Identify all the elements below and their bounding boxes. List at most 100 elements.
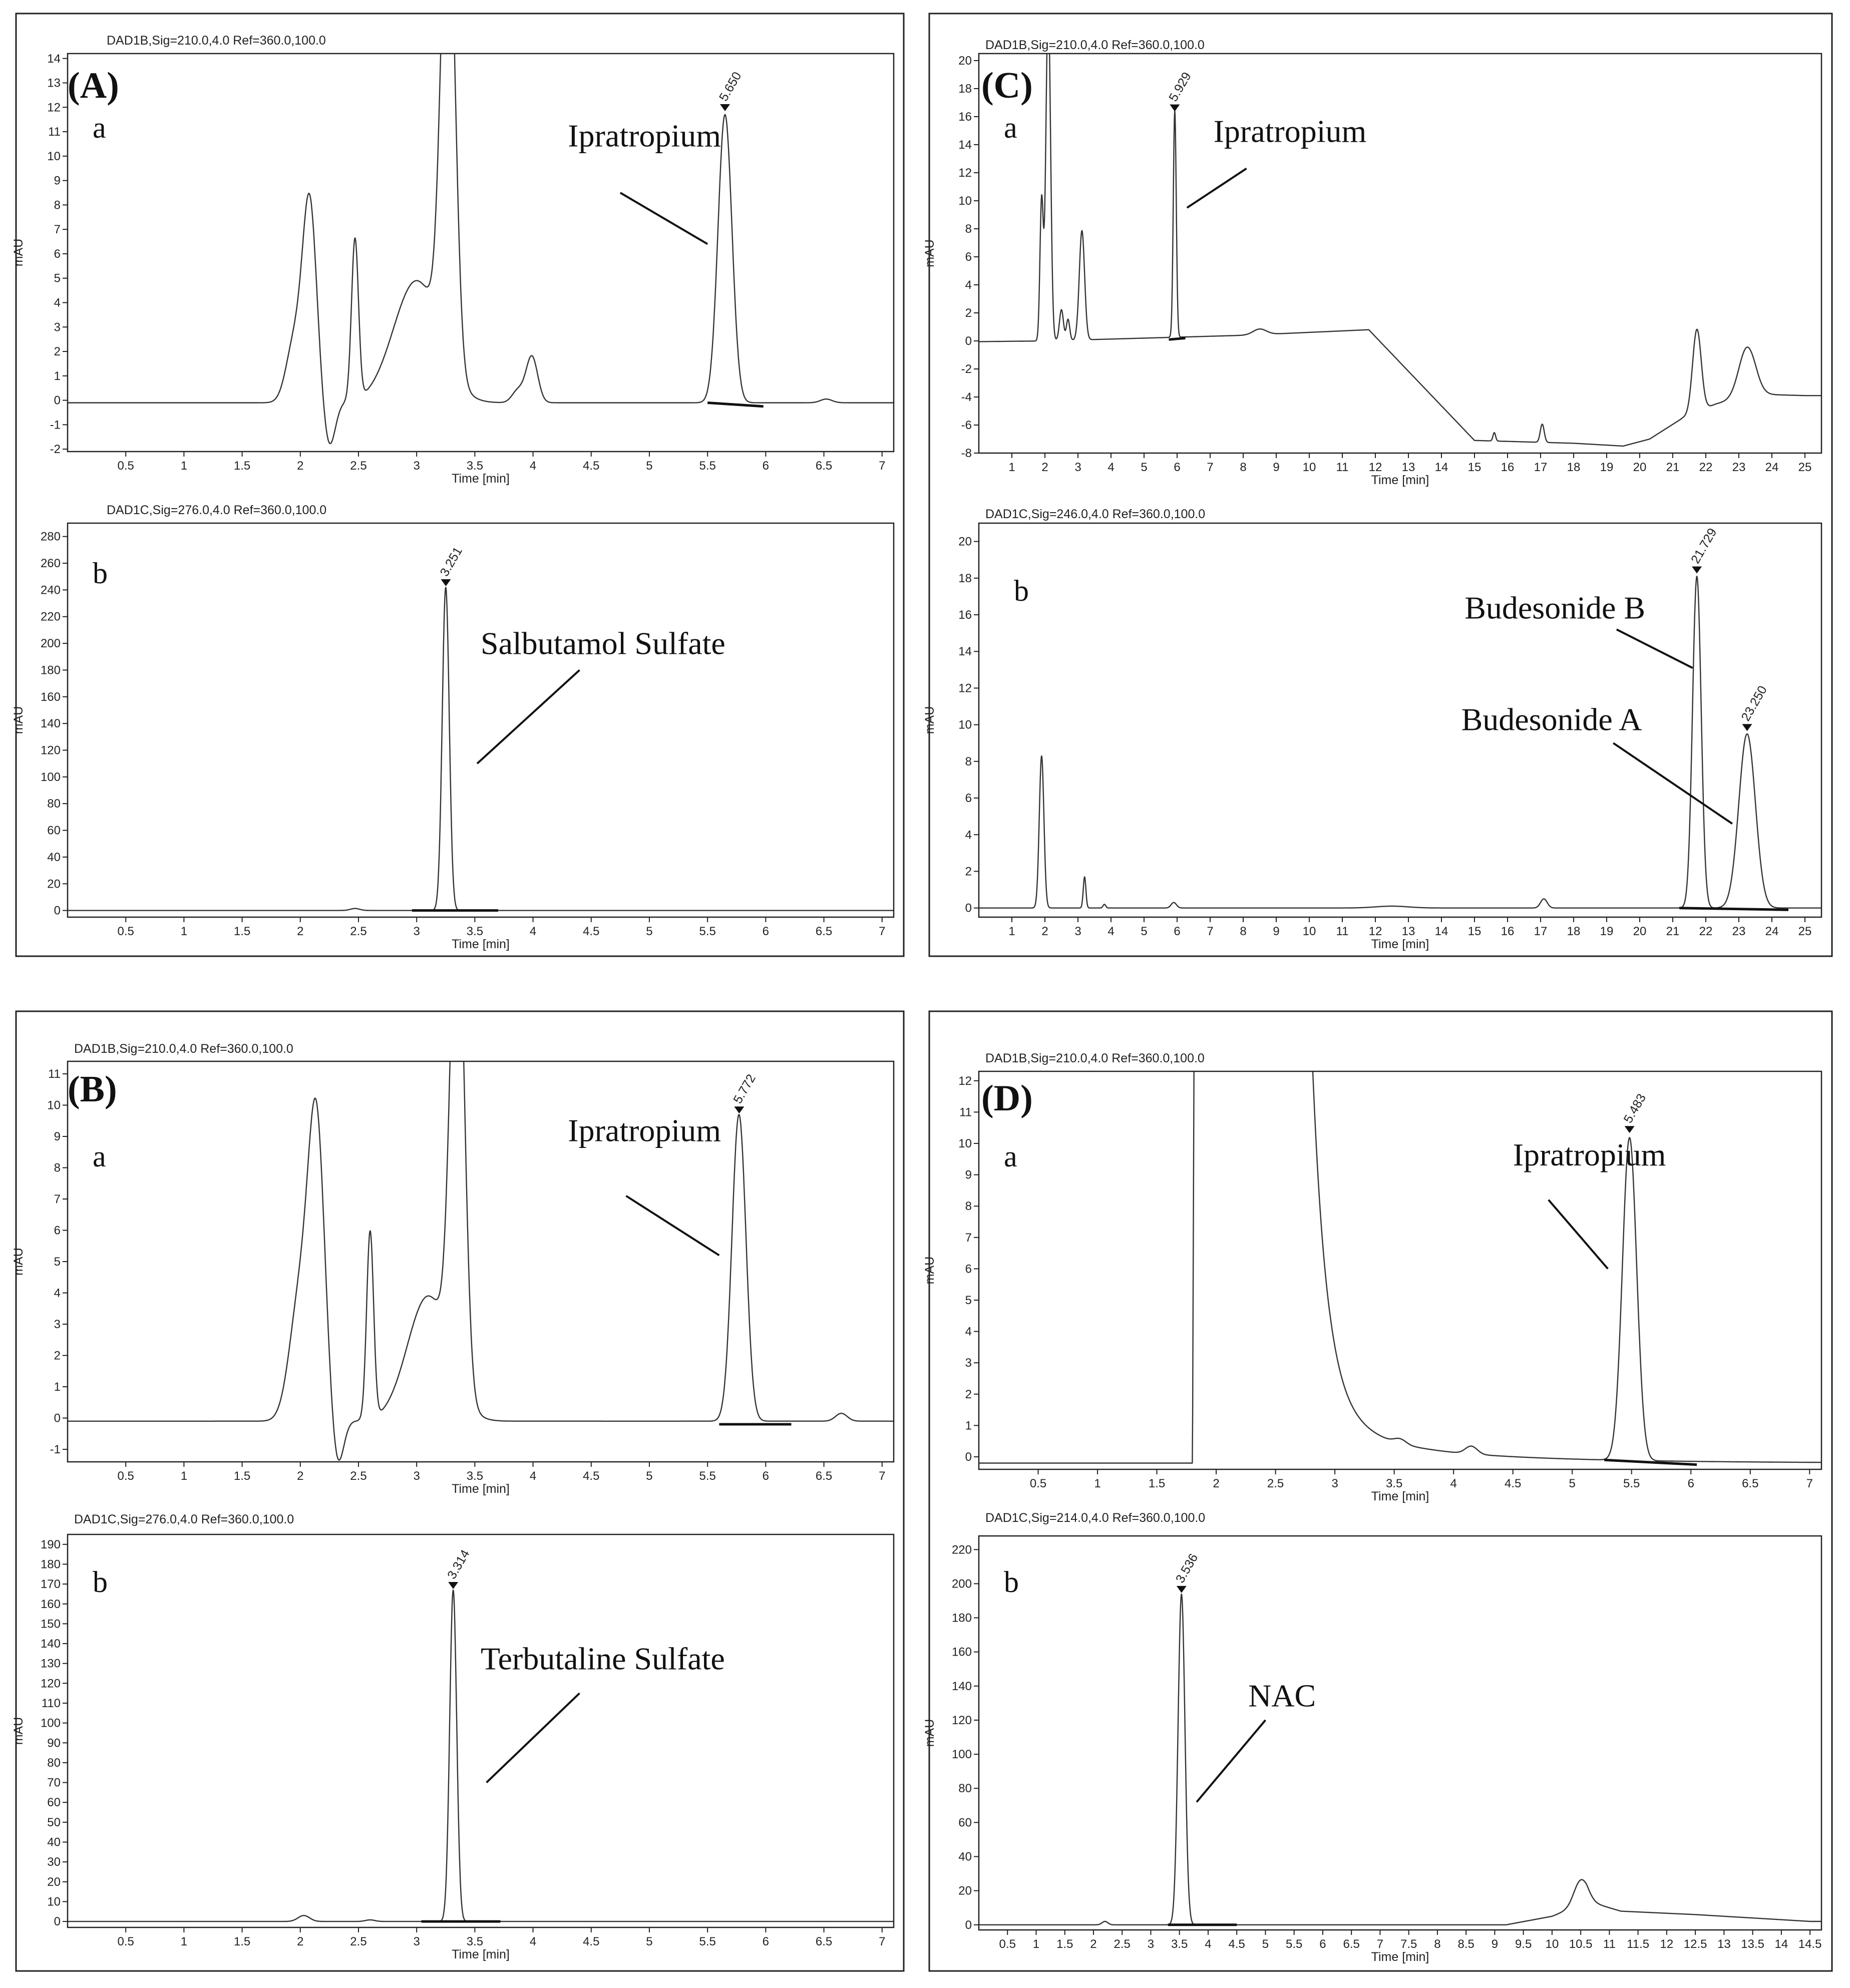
x-tick-label: 17 [1534, 461, 1548, 474]
x-tick-label: 2.5 [350, 1469, 366, 1483]
y-tick-label: 80 [47, 797, 61, 811]
y-tick-label: 3 [54, 1318, 61, 1331]
y-tick-label: 9 [965, 1168, 972, 1182]
x-tick-label: 4.5 [583, 1935, 599, 1948]
panel-c: DAD1B,Sig=210.0,4.0 Ref=360.0,100.01 2 3 4 5… [923, 13, 1833, 957]
y-tick-label: 8 [54, 198, 61, 212]
y-tick-label: 80 [958, 1782, 972, 1795]
x-tick-label: 5 [1141, 461, 1147, 474]
chromatogram-trace [68, 1589, 894, 1922]
y-axis-label: mAU [923, 1719, 937, 1747]
y-tick-label: 6 [965, 1262, 972, 1276]
x-tick-label: 2.5 [1114, 1937, 1131, 1951]
x-tick-label: 4.5 [583, 925, 599, 938]
x-tick-label: 1.5 [1149, 1477, 1165, 1490]
x-tick-label: 20 [1633, 925, 1647, 938]
peak-marker [734, 1106, 745, 1114]
x-tick-label: 12 [1660, 1937, 1674, 1951]
y-tick-label: 12 [47, 101, 61, 114]
x-axis-label: Time [min] [452, 472, 510, 486]
x-tick-label: 16 [1501, 925, 1515, 938]
chart-b-a: DAD1B,Sig=210.0,4.0 Ref=360.0,100.00.5 1 1… [12, 1042, 895, 1496]
y-tick-label: 80 [47, 1756, 61, 1770]
retention-time-label: 3.251 [437, 545, 465, 579]
y-tick-label: -4 [961, 390, 972, 404]
y-tick-label: 2 [54, 1349, 61, 1363]
integration-baseline [1169, 336, 1186, 341]
y-tick-label: 40 [958, 1850, 972, 1864]
x-tick-label: 6.5 [816, 1469, 832, 1483]
y-tick-label: 120 [952, 1714, 972, 1727]
y-tick-label: 10 [958, 1137, 972, 1150]
x-tick-label: 4.5 [1229, 1937, 1245, 1951]
x-tick-label: 8.5 [1457, 1937, 1474, 1951]
chart-a-a: DAD1B,Sig=210.0,4.0 Ref=360.0,100.00.5 1 1… [12, 34, 895, 486]
panel-a: DAD1B,Sig=210.0,4.0 Ref=360.0,100.00.5 1 1… [12, 13, 905, 957]
x-tick-label: 2.5 [350, 925, 366, 938]
chart-c-b: DAD1C,Sig=246.0,4.0 Ref=360.0,100.01 2 3 4 5… [923, 507, 1822, 951]
x-tick-label: 2 [297, 1469, 303, 1483]
x-tick-label: 1.5 [234, 1935, 250, 1948]
x-tick-label: 0.5 [118, 925, 134, 938]
x-tick-label: 1 [181, 1469, 187, 1483]
x-axis-label: Time [min] [452, 1947, 510, 1961]
x-tick-label: 4 [530, 459, 536, 473]
y-tick-label: 2 [54, 345, 61, 358]
y-tick-label: 6 [965, 791, 972, 805]
y-tick-label: 3 [965, 1356, 972, 1370]
y-tick-label: 130 [41, 1657, 61, 1671]
chromatogram-trace [68, 1061, 894, 1461]
x-tick-label: 6 [1174, 925, 1180, 938]
y-tick-label: 8 [965, 1200, 972, 1213]
y-tick-label: 14 [958, 138, 972, 152]
x-tick-label: 3.5 [1171, 1937, 1188, 1951]
x-tick-label: 1 [1008, 925, 1015, 938]
x-tick-label: 13 [1717, 1937, 1731, 1951]
y-tick-label: 160 [41, 690, 61, 704]
y-tick-label: 6 [54, 247, 61, 261]
x-axis-label: Time [min] [1371, 937, 1429, 951]
y-tick-label: -6 [961, 419, 972, 432]
x-tick-label: 4.5 [583, 459, 599, 473]
panel-letter: (C) [981, 65, 1033, 106]
x-tick-label: 6.5 [816, 1935, 832, 1948]
x-tick-label: 3.5 [467, 459, 483, 473]
retention-time-label: 5.650 [716, 70, 745, 104]
x-tick-label: 3.5 [467, 925, 483, 938]
x-tick-label: 9 [1492, 1937, 1498, 1951]
peak-marker [1176, 1585, 1187, 1593]
y-axis-label: mAU [923, 1257, 937, 1285]
y-tick-label: 90 [47, 1736, 61, 1750]
y-tick-label: 0 [54, 1412, 61, 1425]
peak-marker [1624, 1126, 1635, 1133]
y-tick-label: 4 [54, 1287, 61, 1300]
x-tick-label: 2 [297, 459, 303, 473]
y-tick-label: 1 [54, 369, 61, 383]
leader-line [476, 669, 580, 764]
x-tick-label: 23 [1732, 925, 1746, 938]
x-tick-label: 0.5 [1030, 1477, 1046, 1490]
x-tick-label: 22 [1699, 925, 1713, 938]
x-tick-label: 3 [1074, 925, 1081, 938]
x-tick-label: 6.5 [816, 925, 832, 938]
x-tick-label: 4 [1450, 1477, 1456, 1490]
y-tick-label: -2 [50, 443, 61, 456]
x-tick-label: 7 [1806, 1477, 1813, 1490]
compound-label: NAC [1248, 1678, 1316, 1714]
x-tick-label: 0.5 [118, 459, 134, 473]
x-tick-label: 7 [879, 1935, 885, 1948]
x-tick-label: 11 [1336, 461, 1349, 474]
x-tick-label: 4 [530, 925, 536, 938]
x-tick-label: 9 [1273, 925, 1279, 938]
y-axis-label: mAU [923, 706, 937, 734]
y-tick-label: 16 [958, 110, 972, 124]
x-tick-label: 7 [879, 1469, 885, 1483]
chart-d-a: DAD1B,Sig=210.0,4.0 Ref=360.0,100.00.5 1 1… [923, 1051, 1822, 1503]
leader-line [625, 1195, 720, 1257]
x-axis-label: Time [min] [1371, 473, 1429, 487]
subpanel-letter: b [1014, 574, 1029, 607]
x-tick-label: 3 [414, 459, 420, 473]
x-tick-label: 5 [1262, 1937, 1269, 1951]
y-tick-label: 2 [965, 306, 972, 320]
y-axis-label: mAU [923, 239, 937, 267]
